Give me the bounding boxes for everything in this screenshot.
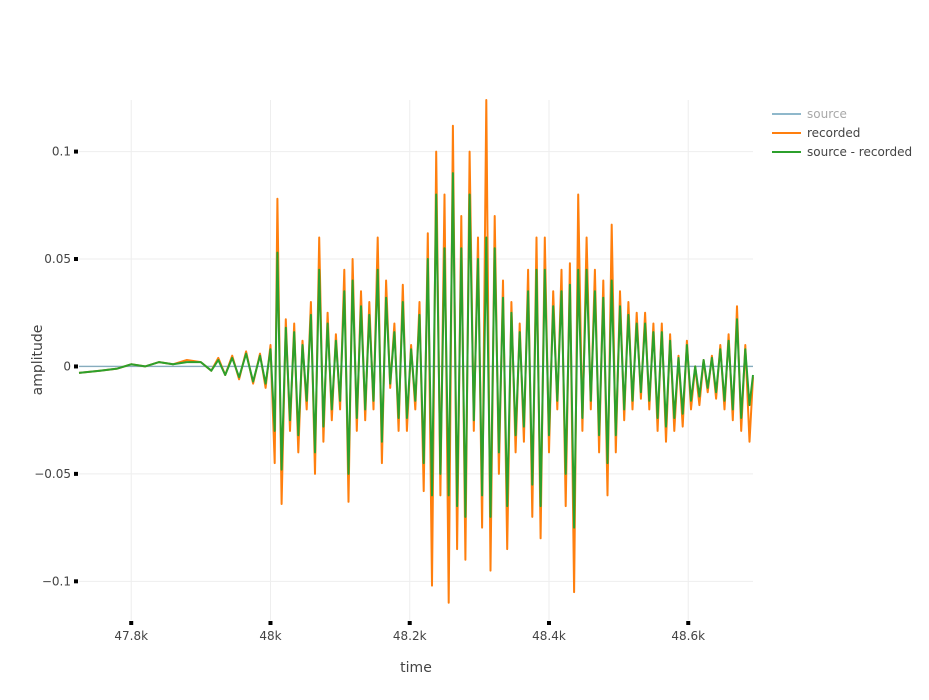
x-axis-title: time: [400, 660, 432, 676]
y-tick-label: 0.1: [52, 145, 71, 159]
legend-label: source - recorded: [807, 145, 912, 159]
x-tick-label: 48k: [259, 629, 281, 643]
x-tick-mark: [129, 621, 134, 625]
legend[interactable]: source recorded source - recorded: [772, 107, 912, 159]
series-layer: [78, 99, 754, 604]
legend-item-source[interactable]: source: [772, 107, 847, 121]
x-tick-label: 48.6k: [671, 629, 705, 643]
x-tick-mark: [546, 621, 551, 625]
x-tick-label: 48.2k: [393, 629, 427, 643]
series-line-source-recorded: [78, 172, 754, 529]
y-tick-mark: [74, 257, 78, 262]
x-tick-label: 48.4k: [532, 629, 566, 643]
y-tick-mark: [74, 579, 78, 584]
legend-label: recorded: [807, 126, 860, 140]
y-tick-mark: [74, 364, 78, 369]
legend-item-source-recorded[interactable]: source - recorded: [772, 145, 912, 159]
y-tick-label: 0: [63, 359, 71, 373]
y-axis-ticks: 0.1 0.05 0 −0.05 −0.1: [34, 145, 78, 588]
y-tick-label: −0.05: [34, 467, 71, 481]
legend-label: source: [807, 107, 847, 121]
legend-item-recorded[interactable]: recorded: [772, 126, 860, 140]
x-tick-mark: [686, 621, 691, 625]
x-tick-mark: [268, 621, 273, 625]
x-tick-label: 47.8k: [114, 629, 148, 643]
y-tick-mark: [74, 149, 78, 154]
y-tick-label: 0.05: [44, 252, 71, 266]
x-axis-ticks: 47.8k 48k 48.2k 48.4k 48.6k: [114, 621, 705, 643]
y-tick-mark: [74, 471, 78, 476]
x-tick-mark: [407, 621, 412, 625]
y-axis-title: amplitude: [30, 325, 46, 396]
y-tick-label: −0.1: [42, 574, 71, 588]
